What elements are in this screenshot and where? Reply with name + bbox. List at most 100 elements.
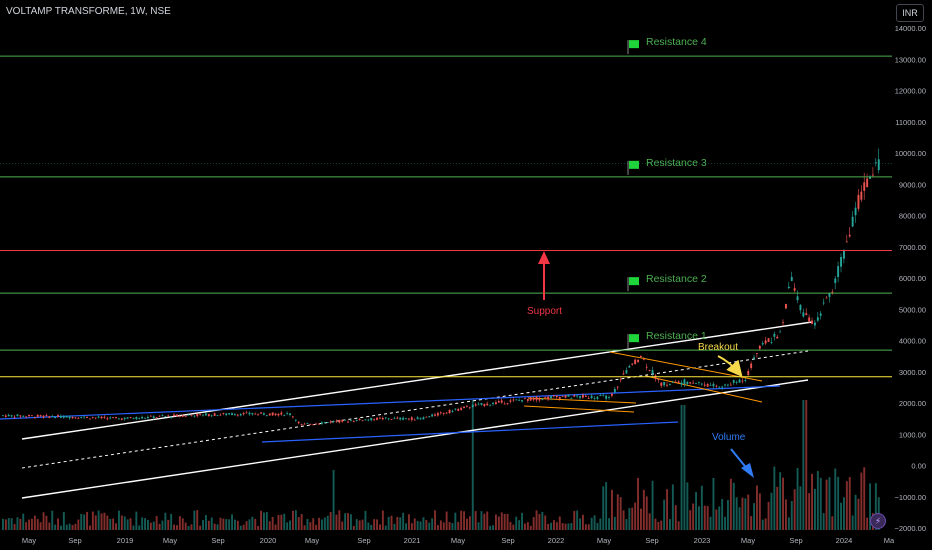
volume-bar (579, 518, 581, 530)
candle-body (602, 394, 605, 396)
candle-body (727, 384, 729, 386)
volume-bar (222, 518, 225, 530)
candle-body (213, 413, 216, 416)
candle-body (396, 417, 399, 419)
volume-bar (584, 524, 587, 530)
candle-body (248, 412, 251, 415)
volume-bar (709, 516, 712, 530)
candle-body (231, 413, 233, 416)
candle-body (19, 415, 22, 417)
candle-body (845, 241, 848, 243)
volume-bar (118, 510, 120, 530)
candle-body (613, 388, 616, 393)
volume-bar (616, 494, 619, 530)
volume-bar (54, 524, 57, 530)
candle-body (390, 419, 393, 421)
volume-bar (242, 524, 245, 530)
candle-body (576, 395, 579, 397)
volume-bar (648, 513, 651, 530)
candle-body (808, 317, 811, 322)
volume-bar (341, 521, 344, 530)
volume-bar (567, 523, 570, 530)
wedge-orange-bottom-line (645, 375, 763, 403)
volume-bar (518, 520, 521, 530)
candle-body (529, 397, 532, 401)
flag-cloth (629, 160, 639, 169)
volume-bar (573, 511, 576, 530)
volume-bar (854, 494, 857, 530)
candle-body (164, 416, 167, 417)
candle-body (738, 379, 741, 383)
volume-bar (425, 520, 428, 530)
volume-bar (712, 477, 715, 530)
time-tick-label: 2020 (260, 536, 277, 545)
volume-bar (352, 525, 355, 530)
level-annotation-label: Resistance 2 (646, 273, 707, 285)
candle-body (851, 216, 854, 227)
candle-body (538, 398, 541, 401)
volume-bar (178, 516, 181, 530)
volume-bar (303, 525, 306, 530)
candle-body (642, 359, 645, 361)
candle-body (268, 413, 271, 416)
volume-bar (199, 525, 202, 530)
candle-body (698, 382, 700, 384)
candle-body (173, 414, 175, 417)
candle-body (761, 343, 764, 345)
volume-bar (344, 513, 347, 530)
volume-bar (45, 515, 48, 530)
volume-bar (60, 525, 62, 530)
volume-bar (115, 523, 117, 530)
candle-body (393, 417, 396, 419)
volume-bar (263, 512, 265, 530)
currency-button[interactable]: INR (896, 4, 924, 22)
candle-body (60, 415, 62, 418)
volume-bar (80, 513, 83, 530)
candle-body (126, 417, 129, 419)
volume-bar (205, 515, 207, 530)
volume-bar (587, 524, 590, 530)
candle-body (51, 415, 54, 417)
candle-body (135, 417, 138, 420)
candle-body (445, 412, 448, 414)
candle-body (747, 370, 750, 376)
candle-body (22, 415, 25, 417)
volume-bar (181, 518, 184, 530)
volume-bar (477, 522, 480, 530)
candle-body (13, 416, 16, 418)
candle-body (83, 416, 86, 418)
volume-bar (837, 476, 840, 530)
volume-bar (7, 518, 10, 530)
volume-bar (379, 524, 381, 530)
volume-bar (71, 524, 74, 530)
volume-bar (521, 512, 523, 530)
volume-bar (845, 481, 848, 530)
price-tick-label: 3000.00 (899, 368, 926, 377)
volume-bar (605, 482, 608, 530)
volume-bar (782, 477, 784, 530)
volume-bar (329, 512, 332, 530)
volume-bar (602, 486, 605, 530)
candle-body (254, 413, 257, 415)
candle-body (335, 420, 338, 422)
candle-body (692, 382, 695, 384)
volume-bar (471, 400, 474, 530)
time-tick-label: May (305, 536, 319, 545)
volume-bar (686, 482, 689, 530)
volume-bar (779, 472, 782, 530)
volume-bar (637, 477, 639, 530)
candle-body (303, 423, 306, 425)
candle-body (344, 419, 347, 421)
volume-bar (787, 517, 790, 530)
candle-body (715, 385, 718, 387)
volume-bar (497, 516, 500, 530)
candle-body (796, 296, 799, 301)
candle-body (184, 415, 187, 417)
lightning-icon[interactable]: ⚡ (870, 513, 886, 529)
candle-body (706, 384, 709, 387)
volume-bar (158, 523, 161, 530)
volume-bar (547, 523, 550, 530)
candle-body (205, 413, 207, 416)
candle-body (628, 366, 631, 368)
